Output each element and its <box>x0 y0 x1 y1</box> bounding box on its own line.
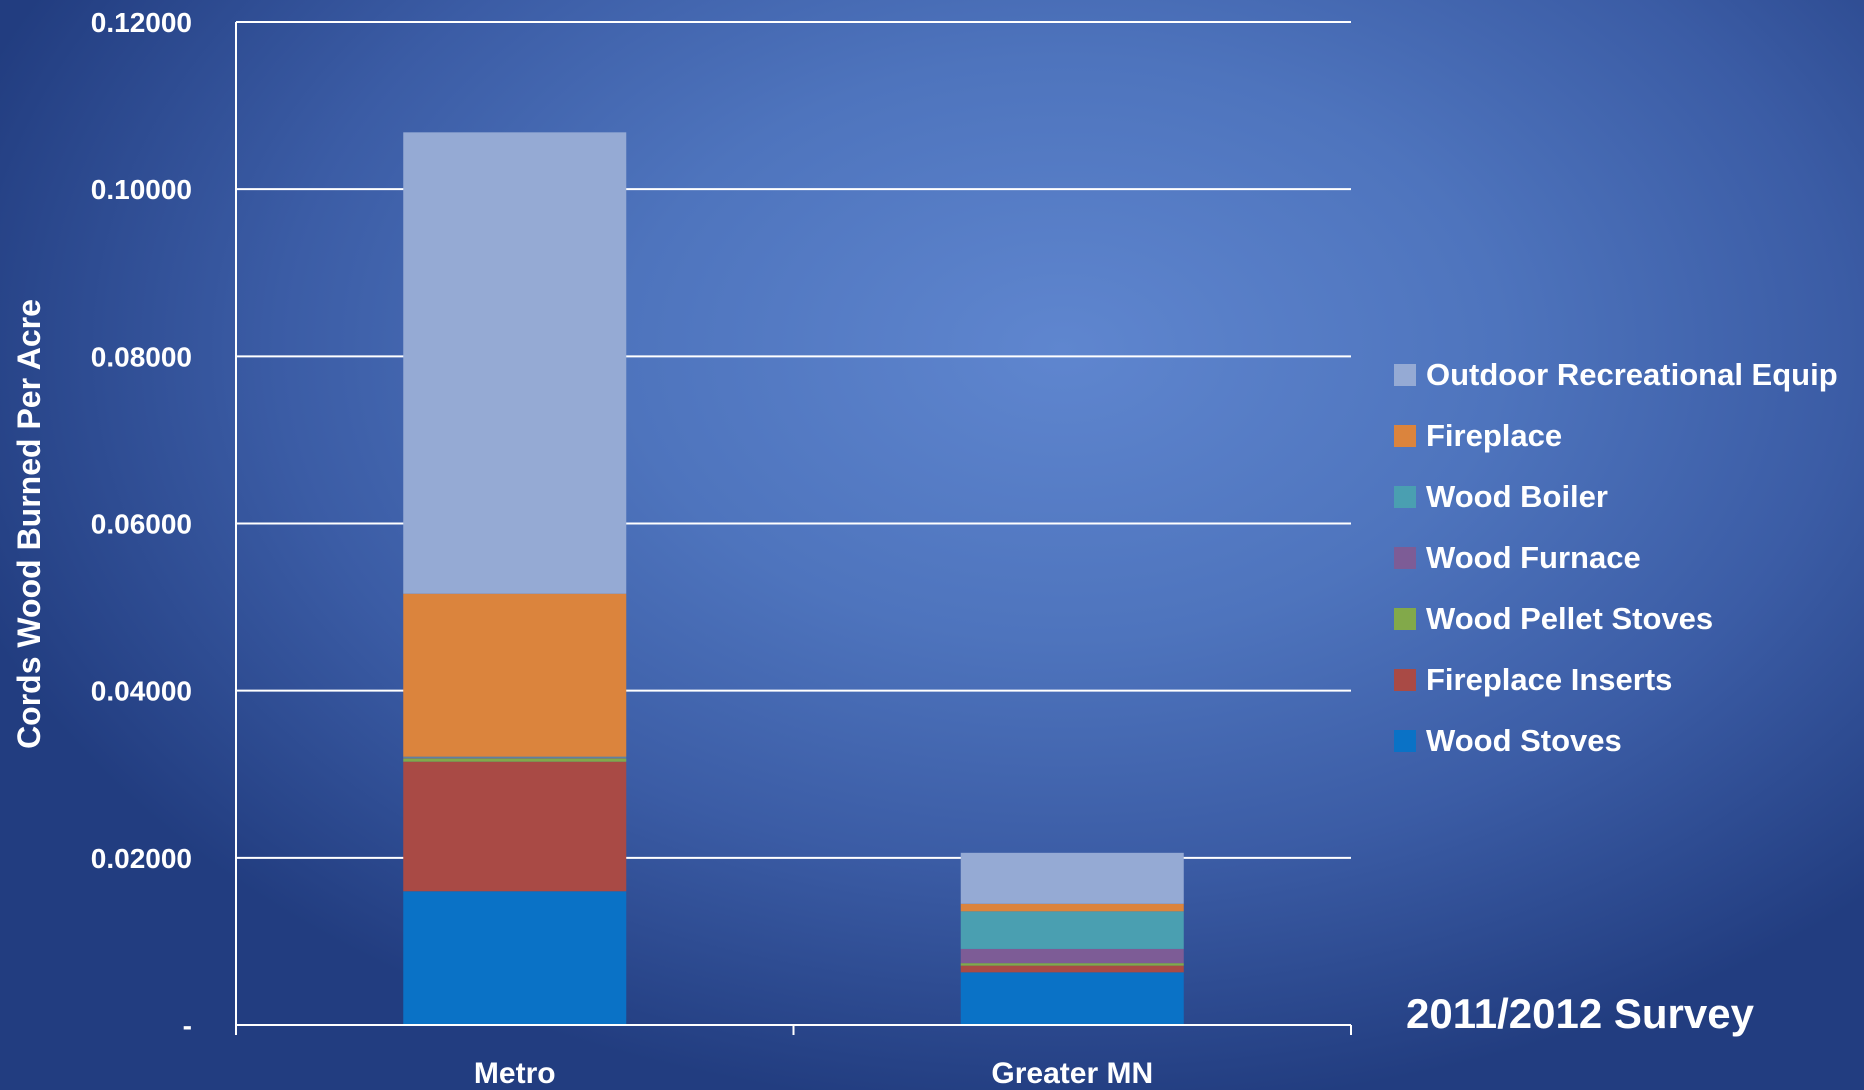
category-labels: Metro Greater MN <box>474 1057 1153 1090</box>
bar-segment <box>960 903 1184 912</box>
legend-item: Wood Pellet Stoves <box>1394 588 1838 649</box>
bar-segment <box>960 948 1184 964</box>
legend-label: Wood Pellet Stoves <box>1426 600 1714 636</box>
bar-segment <box>403 593 627 757</box>
survey-annotation: 2011/2012 Survey <box>1406 990 1754 1037</box>
y-tick-label: 0.10000 <box>91 174 192 205</box>
y-tick-labels: - 0.02000 0.04000 0.06000 0.08000 0.10000 0.12… <box>91 7 192 1041</box>
bar-segment <box>960 972 1184 1025</box>
y-tick-label: 0.04000 <box>91 676 192 707</box>
y-axis-label: Cords Wood Burned Per Acre <box>11 299 47 749</box>
category-label: Greater MN <box>991 1057 1153 1090</box>
legend-item: Fireplace Inserts <box>1394 649 1838 710</box>
y-tick-label: 0.02000 <box>91 843 192 874</box>
legend-item: Outdoor Recreational Equip <box>1394 344 1838 405</box>
bar-segment <box>403 756 627 758</box>
legend-swatch <box>1394 424 1416 447</box>
y-tick-label: 0.12000 <box>91 7 192 38</box>
legend-item: Wood Furnace <box>1394 527 1838 588</box>
legend-swatch <box>1394 729 1416 752</box>
bar-segment <box>960 911 1184 949</box>
legend-label: Fireplace <box>1426 417 1563 453</box>
legend-item: Wood Boiler <box>1394 466 1838 527</box>
legend-item: Wood Stoves <box>1394 710 1838 771</box>
bar-segment <box>960 965 1184 973</box>
bar-segment <box>403 757 627 759</box>
legend-label: Wood Boiler <box>1426 478 1608 514</box>
bar-segment <box>403 132 627 594</box>
legend-label: Outdoor Recreational Equip <box>1426 356 1838 392</box>
bars <box>403 132 1184 1025</box>
y-tick-label: - <box>183 1010 192 1041</box>
legend-item: Fireplace <box>1394 405 1838 466</box>
legend-label: Wood Furnace <box>1426 539 1641 575</box>
bar-segment <box>403 761 627 892</box>
bar-segment <box>960 963 1184 966</box>
axes <box>235 22 1352 1035</box>
legend-label: Wood Stoves <box>1426 722 1622 758</box>
legend-swatch <box>1394 607 1416 630</box>
y-tick-label: 0.08000 <box>91 341 192 372</box>
legend-swatch <box>1394 485 1416 508</box>
bar-segment <box>403 891 627 1025</box>
y-tick-label: 0.06000 <box>91 509 192 540</box>
bar-segment <box>960 852 1184 904</box>
legend-swatch <box>1394 668 1416 691</box>
legend-swatch <box>1394 363 1416 386</box>
category-label: Metro <box>474 1057 556 1090</box>
legend: Outdoor Recreational Equip Fireplace Wood … <box>1394 344 1838 771</box>
legend-label: Fireplace Inserts <box>1426 661 1673 697</box>
legend-swatch <box>1394 546 1416 569</box>
bar-segment <box>403 758 627 762</box>
